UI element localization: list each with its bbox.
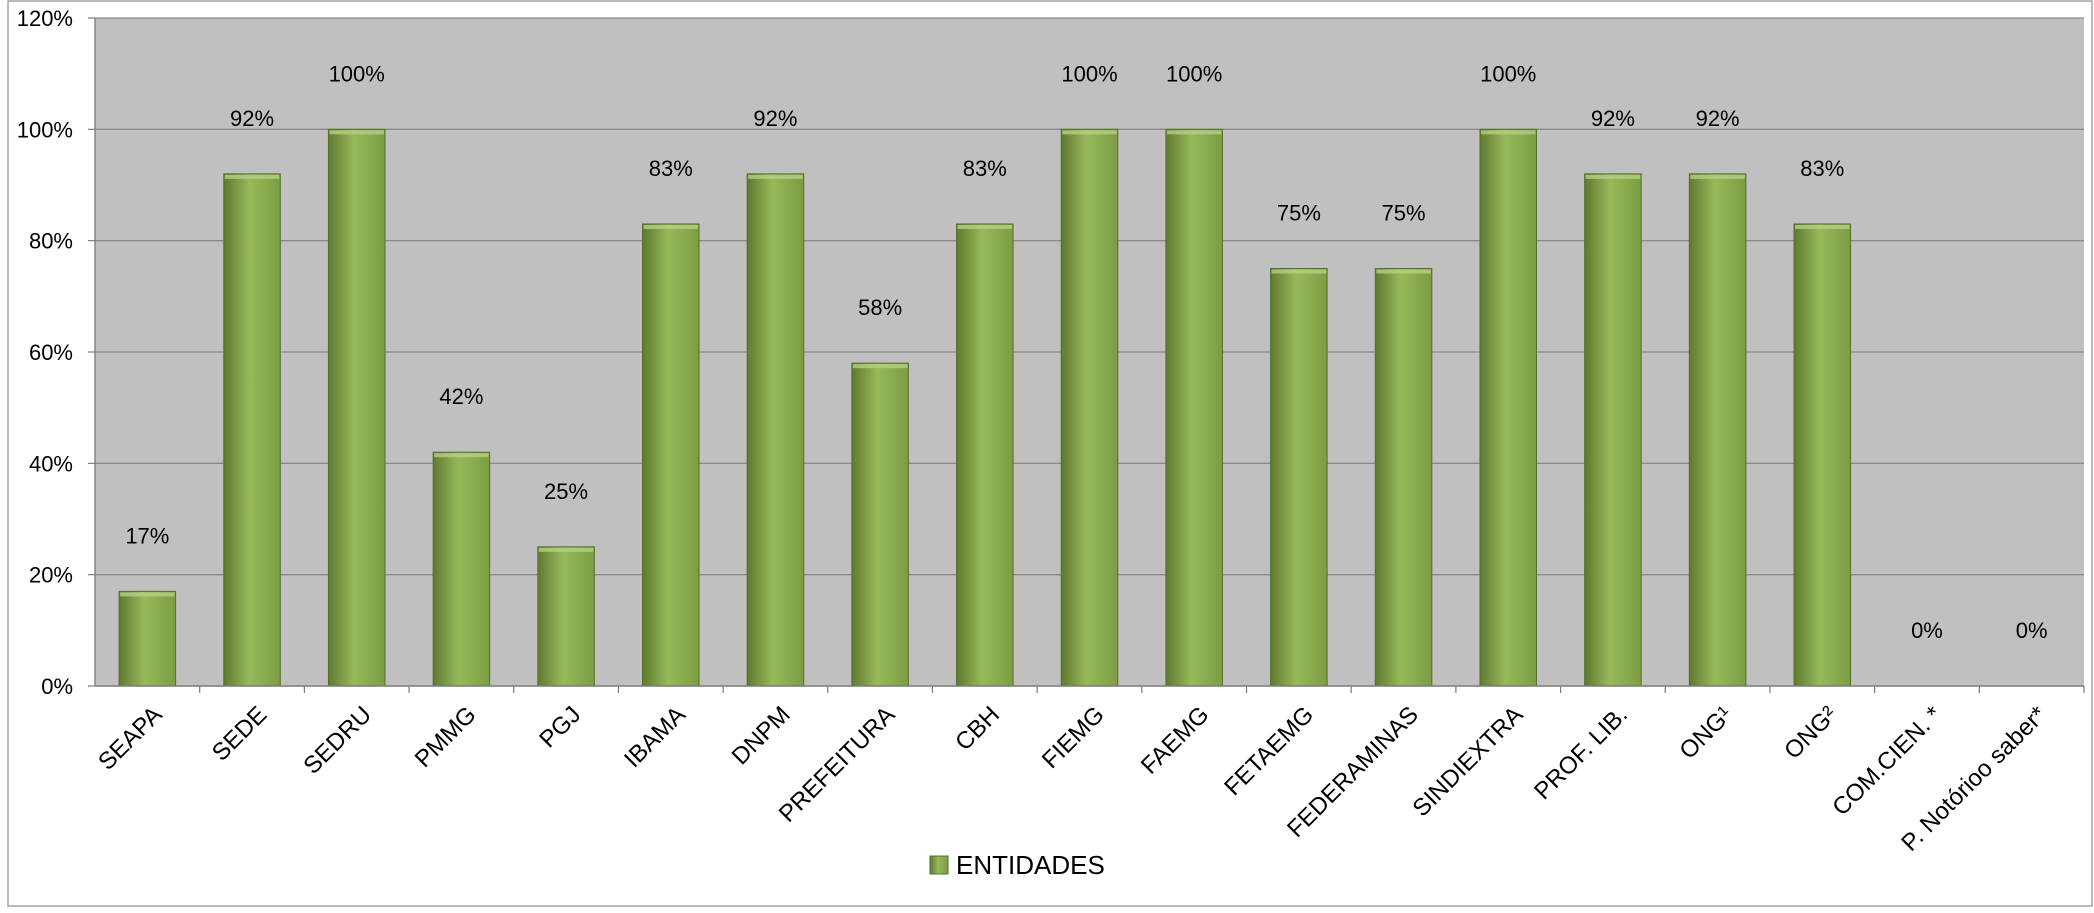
bar	[746, 173, 805, 687]
data-label: 0%	[1911, 618, 1943, 643]
bar	[223, 173, 281, 687]
bar-highlight	[1166, 130, 1222, 135]
bar	[327, 128, 386, 687]
bar	[1584, 173, 1642, 687]
bar-highlight	[1795, 224, 1850, 229]
bar-highlight	[1271, 269, 1327, 274]
bar-highlight	[957, 224, 1013, 229]
data-label: 58%	[858, 295, 902, 320]
bar-highlight	[1480, 130, 1536, 135]
bar-highlight	[1062, 130, 1117, 135]
bar-highlight	[748, 174, 803, 179]
data-label: 92%	[753, 106, 797, 131]
y-tick-label: 0%	[41, 674, 73, 699]
y-tick-label: 60%	[29, 340, 73, 365]
legend-swatch	[929, 855, 949, 875]
data-label: 92%	[1696, 106, 1740, 131]
data-label: 92%	[230, 106, 274, 131]
data-label: 42%	[439, 384, 483, 409]
data-label: 83%	[1800, 156, 1844, 181]
bar	[1060, 128, 1119, 687]
bar	[1165, 128, 1223, 687]
bar	[1688, 173, 1747, 687]
bar-highlight	[852, 364, 908, 369]
data-label: 83%	[649, 156, 693, 181]
bar	[432, 451, 491, 687]
bar	[118, 590, 177, 687]
y-tick-label: 120%	[17, 6, 73, 31]
bar-highlight	[1376, 269, 1431, 274]
y-tick-label: 20%	[29, 563, 73, 588]
data-label: 100%	[1166, 61, 1222, 86]
data-label: 100%	[329, 61, 385, 86]
legend: ENTIDADES	[929, 850, 1105, 880]
bar	[1793, 223, 1852, 687]
bar	[956, 223, 1014, 687]
bar	[641, 223, 700, 687]
y-tick-label: 100%	[17, 117, 73, 142]
data-label: 75%	[1277, 201, 1321, 226]
bar	[1270, 268, 1328, 687]
bar-highlight	[643, 224, 699, 229]
bar-highlight	[434, 453, 489, 458]
y-tick-label: 40%	[29, 451, 73, 476]
data-label: 100%	[1480, 61, 1536, 86]
bar-highlight	[329, 130, 384, 135]
data-label: 17%	[125, 523, 169, 548]
bar	[1479, 128, 1538, 687]
data-label: 92%	[1591, 106, 1635, 131]
bar-highlight	[538, 547, 594, 552]
bar-highlight	[1690, 174, 1745, 179]
legend-label: ENTIDADES	[956, 850, 1105, 880]
data-label: 25%	[544, 479, 588, 504]
data-label: 75%	[1382, 201, 1426, 226]
bar-highlight	[1585, 174, 1641, 179]
data-label: 0%	[2016, 618, 2048, 643]
bar-highlight	[224, 174, 280, 179]
y-tick-label: 80%	[29, 229, 73, 254]
bar	[1374, 268, 1433, 687]
bar	[851, 362, 909, 687]
data-label: 83%	[963, 156, 1007, 181]
bar-highlight	[120, 592, 175, 597]
data-label: 100%	[1061, 61, 1117, 86]
bar	[537, 546, 595, 687]
